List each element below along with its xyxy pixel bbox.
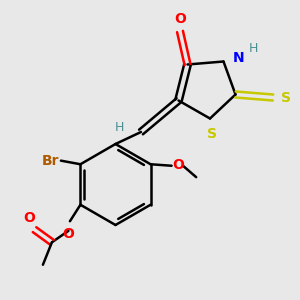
Text: O: O <box>174 12 186 26</box>
Text: H: H <box>115 121 124 134</box>
Text: S: S <box>280 91 290 104</box>
Text: O: O <box>62 227 74 241</box>
Text: O: O <box>172 158 184 172</box>
Text: O: O <box>23 211 35 225</box>
Text: H: H <box>249 42 258 56</box>
Text: S: S <box>206 128 217 142</box>
Text: Br: Br <box>41 154 59 168</box>
Text: N: N <box>232 52 244 65</box>
